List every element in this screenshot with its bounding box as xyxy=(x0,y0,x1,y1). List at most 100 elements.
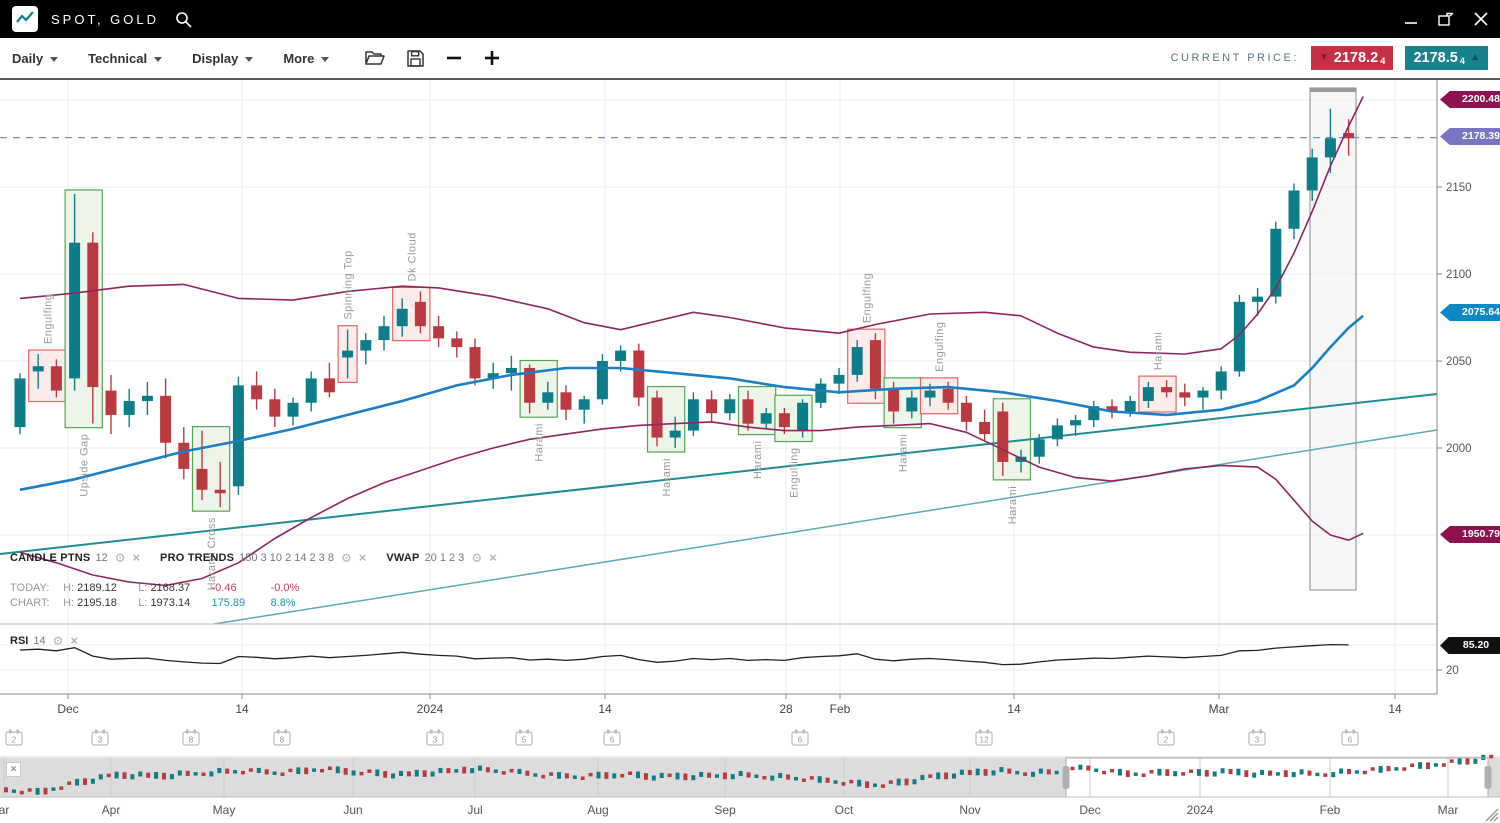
calendar-event-marker[interactable]: 3 xyxy=(91,729,109,746)
candle xyxy=(651,390,663,447)
candle xyxy=(815,378,827,408)
navigator-candle xyxy=(327,766,332,770)
navigator-candle xyxy=(312,768,317,772)
navigator-candle xyxy=(1244,770,1249,777)
navigator-candle xyxy=(809,776,814,780)
navigator-candle xyxy=(280,772,285,776)
navigator-candle xyxy=(343,768,348,775)
vwap-trend-line-2 xyxy=(213,429,1438,625)
gear-icon[interactable]: ⚙ xyxy=(471,551,483,565)
candle xyxy=(1306,148,1318,201)
candle-body xyxy=(196,468,208,490)
candle-body xyxy=(214,489,226,494)
navigator-candle xyxy=(11,789,16,793)
calendar-event-marker[interactable]: 6 xyxy=(791,729,809,746)
candle-body xyxy=(1215,371,1227,391)
popout-button[interactable] xyxy=(1438,12,1454,27)
time-axis-label: 14 xyxy=(235,702,249,716)
navigator-candle xyxy=(478,765,482,771)
calendar-event-marker[interactable]: 6 xyxy=(1341,729,1359,746)
candle-body xyxy=(433,326,445,339)
navigator-month-label: ar xyxy=(0,803,9,817)
calendar-event-marker[interactable]: 2 xyxy=(1157,729,1175,746)
time-axis-label: Dec xyxy=(57,702,78,716)
rsi-legend: RSI 14 ⚙ × xyxy=(10,633,78,648)
zoom-out-button[interactable] xyxy=(446,50,462,66)
resize-grip-line xyxy=(1485,808,1499,822)
navigator-candle xyxy=(857,779,862,787)
navigator-right-handle[interactable] xyxy=(1484,766,1492,789)
navigator-candle xyxy=(130,774,135,780)
calendar-icon-tab xyxy=(607,729,610,734)
candle-body xyxy=(960,402,972,422)
navigator-candle xyxy=(541,774,546,779)
navigator-candle xyxy=(549,772,554,776)
remove-indicator-icon[interactable]: × xyxy=(489,550,497,565)
navigator-month-label: Jun xyxy=(343,803,362,817)
navigator-candle xyxy=(193,772,198,776)
pattern-label: Harami xyxy=(534,423,546,461)
calendar-event-marker[interactable]: 8 xyxy=(182,729,200,746)
navigator-candle xyxy=(485,767,490,773)
calendar-icon xyxy=(182,731,200,746)
menu-technical[interactable]: Technical xyxy=(88,51,163,66)
candle xyxy=(1051,418,1063,447)
navigator-candle xyxy=(501,771,506,775)
candle-body xyxy=(924,390,936,398)
minus-icon xyxy=(447,56,462,60)
gear-icon[interactable]: ⚙ xyxy=(52,634,64,648)
search-icon[interactable] xyxy=(175,11,192,28)
calendar-event-marker[interactable]: 3 xyxy=(1248,729,1266,746)
candle-body xyxy=(869,340,881,389)
calendar-event-marker[interactable]: 12 xyxy=(975,729,993,746)
navigator-candle xyxy=(1441,763,1446,767)
navigator-candle xyxy=(359,771,364,776)
candle-body xyxy=(906,397,918,412)
calendar-event-marker[interactable]: 5 xyxy=(515,729,533,746)
calendar-event-marker[interactable]: 8 xyxy=(273,729,291,746)
navigator-candle xyxy=(1204,769,1209,777)
calendar-icon xyxy=(1157,731,1175,746)
buy-price-button[interactable]: 2178.5 4 ▲ xyxy=(1405,46,1488,70)
calendar-event-marker[interactable]: 6 xyxy=(603,729,621,746)
candle xyxy=(1033,434,1045,464)
candle-body xyxy=(706,399,718,414)
gear-icon[interactable]: ⚙ xyxy=(114,551,126,565)
navigator-close-button[interactable]: × xyxy=(6,762,21,777)
open-chart-button[interactable] xyxy=(365,50,386,66)
navigator-candle xyxy=(1315,772,1320,777)
remove-indicator-icon[interactable]: × xyxy=(358,550,367,565)
navigator-candle xyxy=(636,771,640,779)
price-axis-label: 2050 xyxy=(1446,356,1472,368)
indicator-pro-trends: PRO TRENDS 150 3 10 2 14 2 3 8 ⚙ × xyxy=(160,550,367,565)
navigator-candle xyxy=(1094,768,1099,773)
calendar-event-marker[interactable]: 3 xyxy=(426,729,444,746)
menu-interval[interactable]: Daily xyxy=(12,51,59,66)
price-badge: 2075.64 xyxy=(1440,304,1500,321)
price-axis-label: 2150 xyxy=(1446,182,1472,194)
candle xyxy=(851,340,863,382)
gear-icon[interactable]: ⚙ xyxy=(340,551,352,565)
remove-indicator-icon[interactable]: × xyxy=(70,633,78,648)
menu-more[interactable]: More xyxy=(283,51,330,66)
sell-price-button[interactable]: ▼ 2178.2 4 xyxy=(1310,46,1394,70)
navigator-candle xyxy=(1394,767,1399,771)
navigator-candle xyxy=(177,770,182,776)
navigator-selection-window[interactable] xyxy=(1065,757,1489,798)
price-chart-canvas[interactable]: Engulfing Upside Gap Harami Cross Spinning … xyxy=(0,80,1500,823)
menu-display[interactable]: Display xyxy=(192,51,254,66)
navigator-candle xyxy=(888,780,893,784)
navigator-left-handle[interactable] xyxy=(1062,766,1070,789)
calendar-icon xyxy=(515,731,533,746)
resize-grip[interactable] xyxy=(1485,808,1499,822)
remove-indicator-icon[interactable]: × xyxy=(132,550,141,565)
navigator-dimmed-left xyxy=(0,758,1066,797)
close-button[interactable] xyxy=(1474,12,1488,26)
arrow-up-icon: ▲ xyxy=(1470,52,1480,63)
minimize-button[interactable] xyxy=(1404,12,1418,26)
calendar-icon xyxy=(975,731,993,746)
calendar-event-marker[interactable]: 2 xyxy=(5,729,23,746)
high-label: H: xyxy=(63,597,75,609)
save-chart-button[interactable] xyxy=(407,49,425,67)
zoom-in-button[interactable] xyxy=(484,50,500,66)
